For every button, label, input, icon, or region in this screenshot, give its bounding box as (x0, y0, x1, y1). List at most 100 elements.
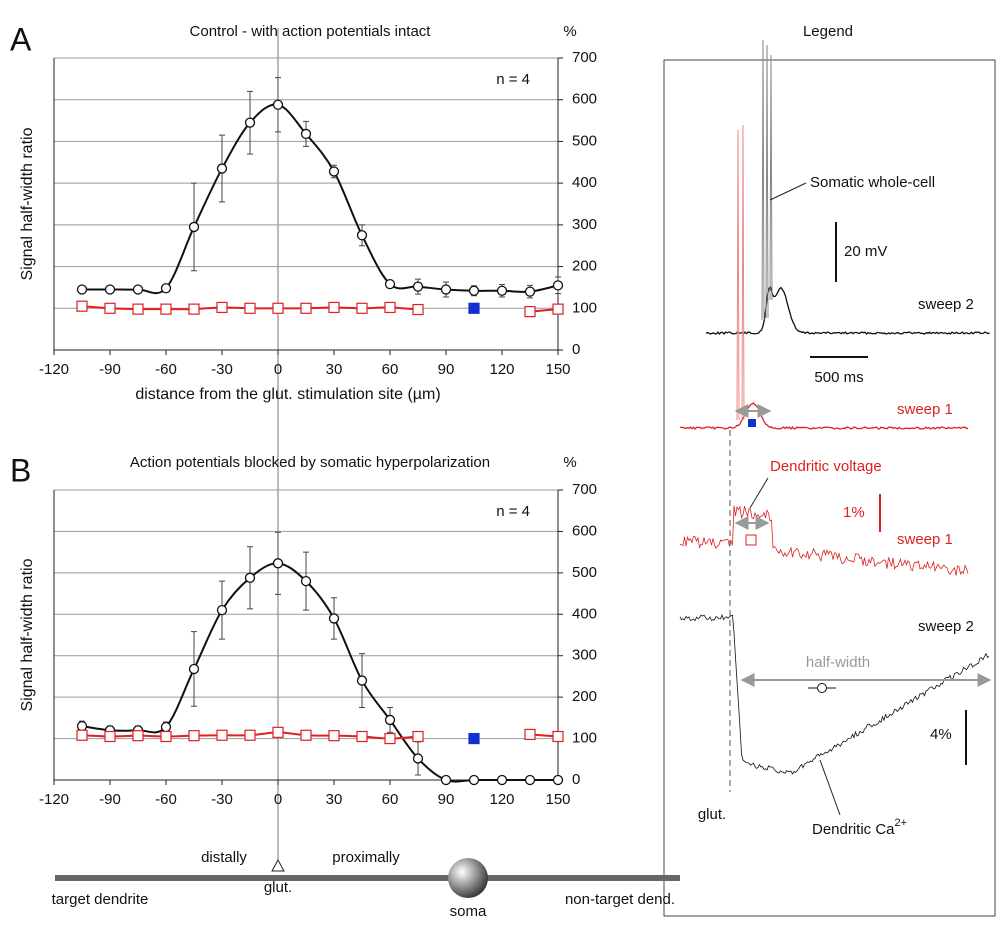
y-tick-label: 0 (572, 341, 580, 358)
marker (384, 714, 396, 726)
marker (468, 774, 480, 786)
soma (448, 858, 488, 898)
marker (356, 230, 368, 241)
marker (160, 303, 172, 315)
marker (76, 729, 88, 741)
marker (412, 303, 424, 316)
superscript: 2+ (895, 817, 908, 829)
x-tick-label: 150 (545, 791, 570, 808)
x-tick-label: -30 (211, 791, 233, 808)
legend-title: Legend (803, 23, 853, 40)
marker (356, 302, 368, 314)
marker (188, 730, 200, 742)
marker (76, 300, 88, 312)
chart-title: Action potentials blocked by somatic hyp… (130, 454, 490, 471)
marker (188, 221, 200, 233)
marker (328, 301, 340, 314)
scale-label: 20 mV (844, 243, 887, 260)
y-tick-label: 0 (572, 771, 580, 788)
spike (761, 39, 765, 321)
sweep-label: sweep 1 (897, 401, 953, 418)
panel-letter: B (10, 452, 31, 488)
y-tick-label: 500 (572, 564, 597, 581)
y-tick-label: 400 (572, 605, 597, 622)
spike (769, 54, 773, 301)
legend-label: glut. (698, 806, 726, 823)
x-tick-label: -90 (99, 791, 121, 808)
legend-label: Somatic whole-cell (810, 174, 935, 191)
marker (132, 303, 144, 315)
marker (216, 604, 228, 616)
marker (412, 730, 424, 743)
y-tick-label: 300 (572, 216, 597, 233)
legend-marker (748, 419, 756, 427)
marker (468, 285, 480, 296)
scale-label: 500 ms (814, 369, 863, 386)
x-tick-label: 120 (489, 791, 514, 808)
marker (356, 675, 368, 686)
marker (524, 728, 536, 741)
y-tick-label: 700 (572, 49, 597, 66)
legend-label: half-width (806, 654, 870, 671)
marker (104, 302, 116, 314)
marker (188, 663, 200, 675)
marker (300, 729, 312, 741)
marker (328, 166, 340, 177)
marker (216, 301, 228, 314)
schematic-label: non-target dend. (565, 891, 675, 908)
y-tick-label: 700 (572, 481, 597, 498)
trace (679, 613, 990, 775)
trace (679, 505, 969, 576)
marker (272, 558, 284, 569)
marker (552, 774, 564, 786)
spike (765, 44, 769, 319)
x-tick-label: -120 (39, 361, 69, 378)
x-tick-label: 0 (274, 361, 282, 378)
marker (300, 128, 312, 140)
axis-unit: % (563, 454, 576, 471)
marker (552, 280, 564, 291)
leader (749, 477, 769, 509)
marker (496, 285, 508, 296)
marker (76, 720, 88, 732)
schematic-label: distally (201, 849, 247, 866)
scale-label: 1% (843, 504, 865, 521)
marker (272, 99, 284, 110)
marker (132, 284, 144, 295)
marker (384, 301, 396, 314)
series-line (82, 103, 559, 295)
marker (468, 732, 480, 745)
marker (496, 774, 508, 786)
marker (468, 302, 480, 314)
legend-frame (663, 59, 996, 917)
annotation: n = 4 (496, 71, 530, 88)
x-tick-label: 30 (326, 361, 343, 378)
y-tick-label: 100 (572, 730, 597, 747)
leader (769, 182, 807, 201)
legend-marker (745, 534, 757, 546)
x-tick-label: -120 (39, 791, 69, 808)
trace (705, 286, 990, 335)
marker (160, 730, 172, 743)
y-axis-title: Signal half-width ratio (19, 558, 36, 711)
marker (300, 302, 312, 314)
sweep-label: sweep 2 (918, 618, 974, 635)
x-tick-label: 60 (382, 791, 399, 808)
y-tick-label: 400 (572, 174, 597, 191)
y-tick-label: 200 (572, 688, 597, 705)
y-tick-label: 600 (572, 91, 597, 108)
marker (440, 774, 452, 786)
schematic-label: proximally (332, 849, 400, 866)
marker (160, 283, 172, 294)
x-tick-label: 30 (326, 791, 343, 808)
y-axis-title: Signal half-width ratio (19, 127, 36, 280)
marker (328, 613, 340, 624)
x-tick-label: -60 (155, 361, 177, 378)
marker (216, 163, 228, 174)
marker (524, 306, 536, 318)
marker (384, 278, 396, 290)
marker (524, 774, 536, 786)
marker (272, 302, 284, 314)
sweep-label: sweep 2 (918, 296, 974, 313)
